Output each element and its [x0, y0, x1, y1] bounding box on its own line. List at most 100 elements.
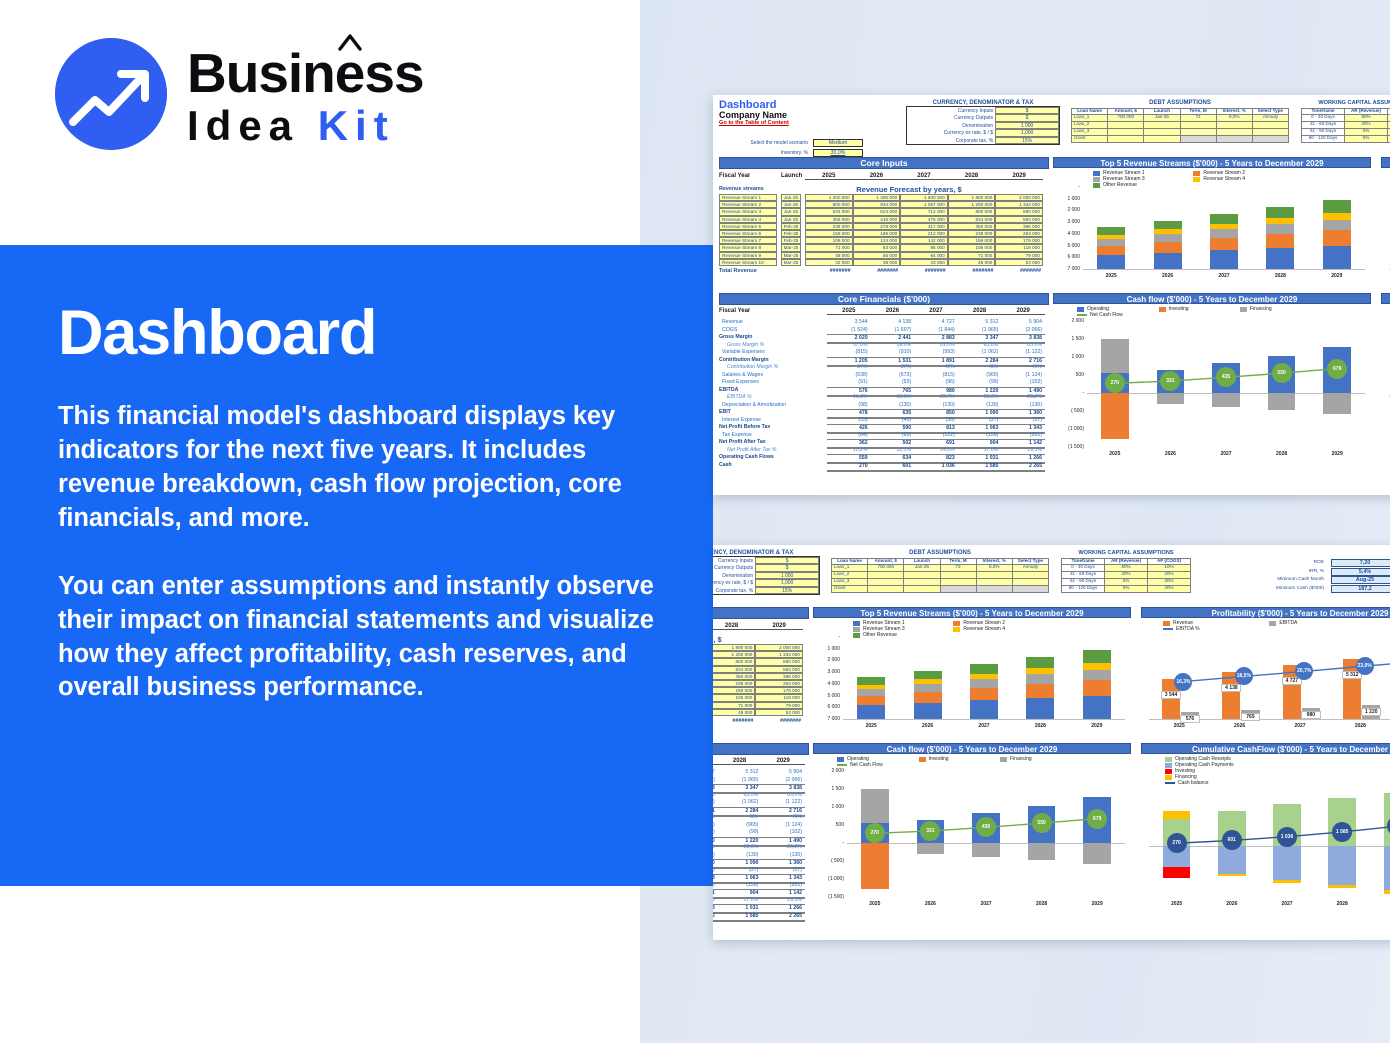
revenue-stream-value[interactable]: 48 000: [713, 708, 756, 716]
revenue-stream-launch[interactable]: Jan-25: [781, 215, 801, 223]
inventory-value[interactable]: 30,0%: [813, 149, 863, 157]
revenue-stream-value[interactable]: 534 000: [947, 215, 996, 223]
revenue-stream-value[interactable]: 56 000: [852, 251, 901, 259]
revenue-stream-value[interactable]: 534 000: [713, 665, 756, 673]
wc-cell[interactable]: 40%: [1387, 134, 1390, 143]
revenue-stream-value[interactable]: 890 000: [995, 208, 1043, 216]
currency-row-value[interactable]: 15%: [995, 136, 1059, 144]
revenue-stream-name[interactable]: Revenue Stream 9: [719, 251, 777, 259]
revenue-stream-value[interactable]: 712 000: [900, 208, 948, 216]
revenue-stream-value[interactable]: 53 000: [995, 258, 1043, 266]
revenue-stream-launch[interactable]: Mar-25: [781, 244, 801, 252]
currency-row-value[interactable]: 1 000: [995, 121, 1059, 130]
wc-cell[interactable]: 40%: [1147, 584, 1191, 593]
revenue-stream-value[interactable]: 1 200 000: [805, 194, 853, 202]
revenue-stream-value[interactable]: 48 000: [805, 251, 853, 259]
revenue-stream-launch[interactable]: Mar-25: [781, 251, 801, 259]
revenue-stream-value[interactable]: 2 000 000: [995, 194, 1043, 202]
revenue-stream-value[interactable]: 416 000: [852, 215, 901, 223]
revenue-stream-value[interactable]: 475 000: [900, 215, 948, 223]
revenue-stream-launch[interactable]: Feb-25: [781, 237, 801, 245]
revenue-stream-value[interactable]: 124 000: [852, 237, 901, 245]
revenue-stream-name[interactable]: Revenue Stream 3: [719, 208, 777, 216]
revenue-stream-name[interactable]: Revenue Stream 7: [719, 237, 777, 245]
revenue-stream-value[interactable]: 106 000: [805, 237, 853, 245]
revenue-stream-value[interactable]: 1 067 000: [900, 201, 948, 209]
revenue-stream-launch[interactable]: Mar-25: [781, 258, 801, 266]
currency-row-value[interactable]: 1,000: [995, 129, 1059, 137]
revenue-stream-value[interactable]: 356 000: [713, 672, 756, 680]
revenue-stream-value[interactable]: 79 000: [755, 701, 803, 709]
revenue-stream-value[interactable]: 53 000: [755, 708, 803, 716]
revenue-stream-value[interactable]: 1 400 000: [852, 194, 901, 202]
table-of-contents-link[interactable]: Go to the Table of Content: [719, 120, 789, 126]
revenue-stream-value[interactable]: 396 000: [755, 672, 803, 680]
revenue-stream-value[interactable]: 118 000: [995, 244, 1043, 252]
revenue-stream-value[interactable]: 106 000: [947, 244, 996, 252]
revenue-stream-value[interactable]: 800 000: [805, 201, 853, 209]
wc-cell[interactable]: 0%: [1344, 134, 1389, 143]
revenue-stream-value[interactable]: 79 000: [995, 251, 1043, 259]
revenue-stream-value[interactable]: 186 000: [852, 230, 901, 238]
revenue-stream-name[interactable]: Revenue Stream 6: [719, 230, 777, 238]
revenue-stream-value[interactable]: 176 000: [755, 687, 803, 695]
revenue-stream-value[interactable]: 64 000: [900, 251, 948, 259]
revenue-stream-value[interactable]: 159 000: [713, 687, 756, 695]
revenue-stream-name[interactable]: Revenue Stream 5: [719, 222, 777, 230]
scenario-value[interactable]: Medium: [813, 139, 863, 147]
revenue-stream-value[interactable]: 356 000: [947, 222, 996, 230]
revenue-stream-value[interactable]: 32 000: [805, 258, 853, 266]
revenue-stream-value[interactable]: 238 000: [947, 230, 996, 238]
revenue-stream-name[interactable]: Revenue Stream 1: [719, 194, 777, 202]
revenue-stream-value[interactable]: 1 600 000: [900, 194, 948, 202]
revenue-stream-launch[interactable]: Feb-25: [781, 222, 801, 230]
revenue-stream-value[interactable]: 142 000: [900, 237, 948, 245]
revenue-stream-value[interactable]: 1 800 000: [947, 194, 996, 202]
wc-cell[interactable]: 0%: [1104, 584, 1149, 593]
revenue-stream-value[interactable]: 1 800 000: [713, 644, 756, 652]
revenue-stream-value[interactable]: 396 000: [995, 222, 1043, 230]
revenue-stream-value[interactable]: 934 000: [852, 201, 901, 209]
revenue-stream-value[interactable]: 1 334 000: [995, 201, 1043, 209]
revenue-stream-value[interactable]: 800 000: [713, 658, 756, 666]
debt-cell[interactable]: [1011, 584, 1050, 593]
currency-row-value[interactable]: $: [995, 107, 1059, 115]
revenue-stream-value[interactable]: 159 000: [805, 230, 853, 238]
revenue-stream-value[interactable]: 2 000 000: [755, 644, 803, 652]
revenue-stream-name[interactable]: Revenue Stream 4: [719, 215, 777, 223]
debt-cell[interactable]: [1251, 134, 1290, 143]
revenue-stream-name[interactable]: Revenue Stream 2: [719, 201, 777, 209]
revenue-stream-name[interactable]: Revenue Stream 10: [719, 258, 777, 266]
currency-row-value[interactable]: $: [755, 557, 819, 565]
revenue-stream-value[interactable]: 264 000: [755, 680, 803, 688]
revenue-stream-launch[interactable]: Jan-25: [781, 201, 801, 209]
revenue-stream-value[interactable]: 1 200 000: [713, 651, 756, 659]
revenue-stream-value[interactable]: 800 000: [947, 208, 996, 216]
dashboard-screenshot-bottom[interactable]: CURRENCY, DENOMINATOR & TAX Currency Inpu…: [713, 545, 1390, 940]
revenue-stream-value[interactable]: 48 000: [947, 258, 996, 266]
revenue-stream-value[interactable]: 890 000: [755, 658, 803, 666]
revenue-stream-value[interactable]: 278 000: [852, 222, 901, 230]
revenue-stream-launch[interactable]: Jan-25: [781, 208, 801, 216]
revenue-stream-value[interactable]: 95 000: [900, 244, 948, 252]
revenue-stream-launch[interactable]: Feb-25: [781, 230, 801, 238]
revenue-stream-value[interactable]: 594 000: [755, 665, 803, 673]
revenue-stream-value[interactable]: 212 000: [900, 230, 948, 238]
revenue-stream-value[interactable]: 1 334 000: [755, 651, 803, 659]
revenue-stream-value[interactable]: 43 000: [900, 258, 948, 266]
revenue-stream-value[interactable]: 317 000: [900, 222, 948, 230]
revenue-stream-value[interactable]: 176 000: [995, 237, 1043, 245]
revenue-stream-value[interactable]: 264 000: [995, 230, 1043, 238]
currency-row-value[interactable]: 15%: [755, 586, 819, 594]
revenue-stream-value[interactable]: 356 000: [805, 215, 853, 223]
revenue-stream-value[interactable]: 38 000: [852, 258, 901, 266]
debt-cell[interactable]: [903, 584, 941, 593]
debt-cell[interactable]: [867, 584, 905, 593]
debt-cell[interactable]: [1107, 134, 1145, 143]
revenue-stream-value[interactable]: 106 000: [713, 694, 756, 702]
debt-cell[interactable]: [1143, 134, 1181, 143]
currency-row-value[interactable]: 1 000: [755, 571, 819, 580]
revenue-stream-value[interactable]: 623 000: [852, 208, 901, 216]
currency-row-value[interactable]: 1,000: [755, 579, 819, 587]
revenue-stream-launch[interactable]: Jan-25: [781, 194, 801, 202]
